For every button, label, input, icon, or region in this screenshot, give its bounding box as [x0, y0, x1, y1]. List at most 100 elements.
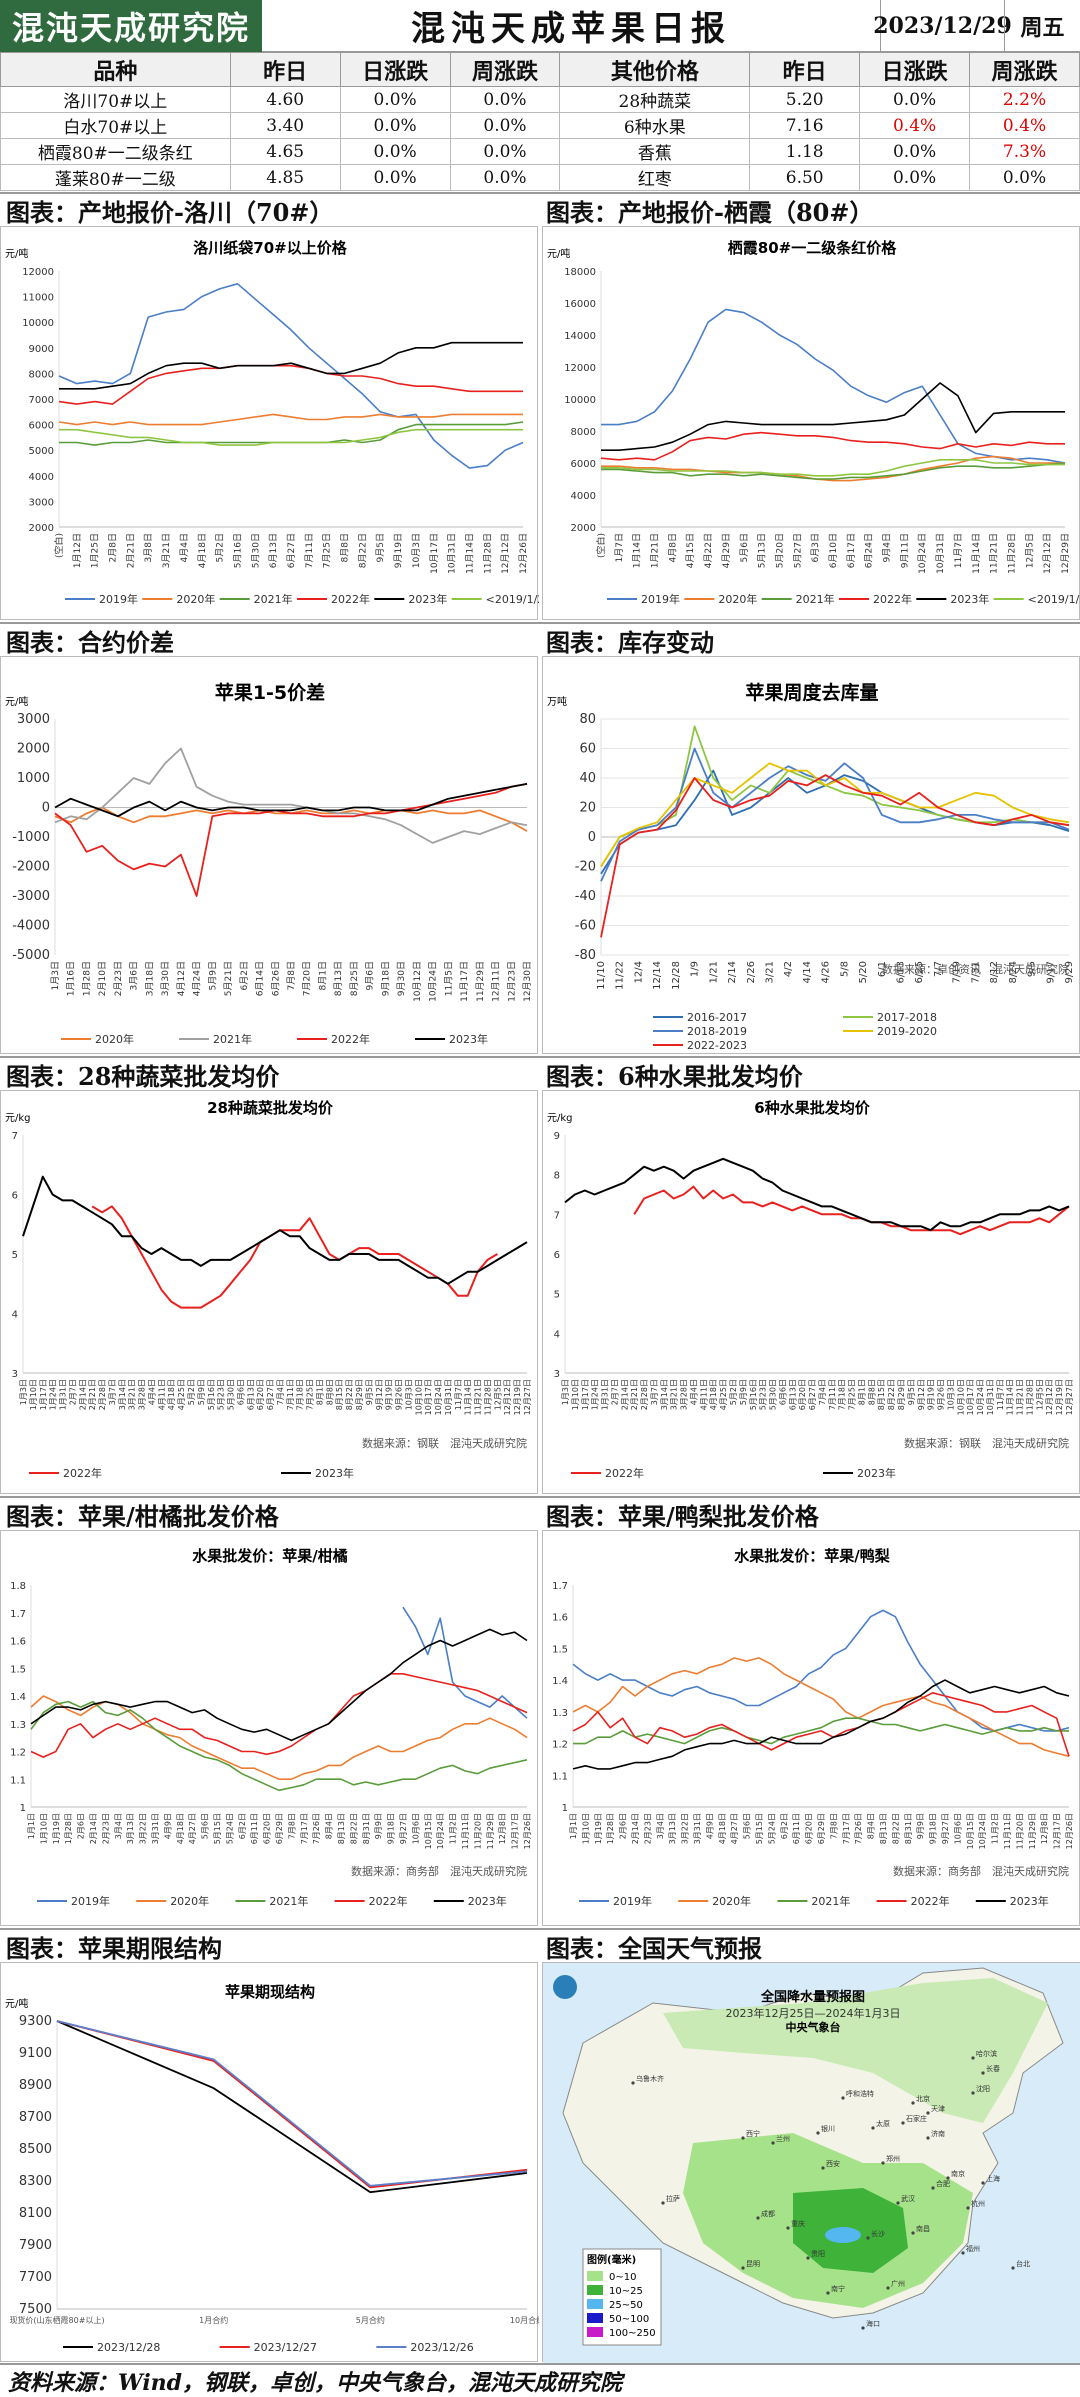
series-line-2021年 [30, 1700, 528, 1792]
x-tick-label: 7月8日 [829, 1813, 838, 1839]
city-dot [821, 2166, 825, 2170]
x-tick-label: 2月23日 [101, 1813, 110, 1844]
table-cell: 0.0% [339, 112, 451, 139]
y-tick-label: 2000 [17, 742, 50, 757]
legend-label: 2022年 [605, 1466, 644, 1480]
legend-label: 2017-2018 [877, 1011, 937, 1024]
section-title-vegetables: 图表：28种蔬菜批发均价 [0, 1056, 540, 1091]
y-tick-label: 2000 [29, 523, 54, 534]
map-rain-heavy [825, 2227, 861, 2243]
x-tick-label: 10月24日 [436, 1813, 445, 1849]
x-tick-label: 1月17日 [581, 1379, 590, 1410]
x-tick-label: 9月18日 [929, 1813, 938, 1844]
y-tick-label: 1 [562, 1803, 568, 1814]
x-tick-label: 5月16日 [232, 533, 243, 568]
table-cell: 2.2% [969, 86, 1080, 113]
y-tick-label: 6000 [29, 421, 54, 432]
legend-label: 2021年 [811, 1894, 850, 1908]
series-line-2022年 [633, 1185, 1070, 1236]
x-tick-label: 7月25日 [322, 533, 333, 568]
x-tick-label: 4月4日 [689, 1379, 698, 1405]
series-line-2022年 [54, 783, 528, 897]
x-tick-label: 5月9日 [197, 1379, 206, 1405]
x-tick-label: 4月9日 [163, 1813, 172, 1839]
x-tick-label: 6/25 [914, 961, 925, 983]
x-tick-label: 4月11日 [157, 1379, 166, 1410]
x-tick-label: 2月6日 [77, 1813, 86, 1839]
y-axis: 7500 7700 7900 8100 8300 8500 8700 8900 9100 9300 [19, 2014, 52, 2317]
x-tick-label: 12月27日 [1065, 1379, 1074, 1415]
chart-panel-qixia: 栖霞80#一二级条红价格 元/吨 2000 4000 6000 8000 10000 1200… [542, 226, 1080, 620]
table-row: 洛川70#以上 4.60 0.0% 0.0% 28种蔬菜 5.20 0.0% 2.2% [0, 86, 1080, 113]
y-tick-label: 7900 [19, 2238, 52, 2253]
x-tick-label: 11月14日 [464, 1379, 473, 1415]
y-axis: 1 1.1 1.2 1.3 1.4 1.5 1.6 1.7 [552, 1581, 568, 1814]
x-tick-label: 3月21日 [161, 533, 172, 568]
y-tick-label: 1.7 [10, 1609, 26, 1620]
city-label: 昆明 [746, 2260, 760, 2268]
x-tick-label: 11月29日 [486, 1813, 495, 1849]
x-tick-label: 9月26日 [937, 1379, 946, 1410]
x-tick-label: 9月19日 [393, 533, 404, 568]
x-tick-label: 10月24日 [428, 961, 439, 1002]
x-tick-label: 8月29日 [897, 1379, 906, 1410]
x-tick-label: 11月11日 [1003, 1813, 1012, 1849]
x-tick-label: 6月10日 [828, 533, 839, 568]
table-row: 栖霞80#一二级条红 4.65 0.0% 0.0% 香蕉 1.18 0.0% 7.3% [0, 138, 1080, 165]
section-title-weather: 图表：全国天气预报 [540, 1928, 1080, 1963]
series-line-2023/12/28 [56, 2020, 528, 2194]
series-line-<2019/1/2 [601, 459, 1065, 477]
city-label: 上海 [986, 2174, 1000, 2183]
x-tick-label: 6月27日 [266, 1379, 275, 1410]
y-tick-label: 8000 [29, 369, 54, 380]
y-tick-label: 1.1 [552, 1771, 568, 1782]
x-tick-label: 1月21日 [650, 533, 661, 568]
x-tick-label: 11/22 [615, 961, 626, 990]
chart-panel-apple-citrus: 水果批发价：苹果/柑橘 1 1.1 1.2 1.3 1.4 1.5 1.6 1.7 1.8 1月1日… [0, 1530, 538, 1926]
legend-label: 2023年 [950, 592, 989, 606]
x-tick-label: 1月19日 [52, 1813, 61, 1844]
x-axis: (空白) 1月7日 1月14日 1月21日 4月8日 4月15日 4月22日 4月29日 5月6… [595, 533, 1071, 574]
x-tick-label: 1/9 [690, 961, 701, 977]
city-label: 天津 [931, 2105, 945, 2113]
series-line-2022年 [30, 1673, 528, 1758]
y-tick-label: 8900 [19, 2078, 52, 2093]
x-tick-label: 7月11日 [286, 1379, 295, 1410]
x-tick-label: 5月24日 [225, 1813, 234, 1844]
x-tick-label: 9月27日 [399, 1813, 408, 1844]
y-tick-label: 9000 [29, 344, 54, 355]
table-cell: 香蕉 [559, 138, 751, 165]
chart-title: 苹果周度去库量 [745, 681, 878, 704]
y-tick-label: 7 [12, 1131, 18, 1142]
table-header-7: 周涨跌 [969, 52, 1080, 87]
table-row: 蓬莱80#一二级 4.85 0.0% 0.0% 红枣 6.50 0.0% 0.0% [0, 164, 1080, 191]
y-tick-label: 1.8 [10, 1581, 26, 1592]
x-axis: 11/10 11/22 12/4 12/14 12/28 1/9 1/21 2/14 2/26 3… [596, 961, 1075, 990]
city-label: 合肥 [936, 2179, 950, 2188]
x-tick-label: 4月12日 [176, 961, 187, 996]
table-header-1: 昨日 [229, 52, 341, 87]
x-tick-label: 10月17日 [429, 533, 440, 574]
chart-legend: 2020年 2021年 2022年 2023年 [61, 1032, 488, 1046]
x-tick-label: 6月17日 [846, 533, 857, 568]
x-tick-label: 8月1日 [317, 961, 328, 990]
series-line-2023/12/26 [56, 2020, 528, 2187]
x-tick-label: 4月4日 [147, 1379, 156, 1405]
x-tick-label: 6月29日 [817, 1813, 826, 1844]
x-tick-label: 12月17日 [511, 1813, 520, 1849]
x-tick-label: 5月9日 [207, 961, 218, 990]
report-header: 混沌天成研究院 混沌天成苹果日报 2023/12/29 周五 [0, 0, 1080, 52]
x-tick-label: 3月14日 [118, 1379, 127, 1410]
table-cell: 蓬莱80#一二级 [0, 164, 231, 191]
x-tick-label: 7月20日 [302, 961, 313, 996]
series-line-2022-2023 [600, 774, 1070, 938]
city-dot [741, 2136, 745, 2140]
city-label: 西宁 [746, 2129, 760, 2138]
x-tick-label: 1月10日 [571, 1379, 580, 1410]
legend-label: 2020年 [95, 1032, 134, 1046]
x-tick-label: 12月27日 [523, 1379, 532, 1415]
series-line-2019年 [572, 1609, 1070, 1732]
x-tick-label: 11月5日 [443, 961, 454, 996]
x-tick-label: 11月28日 [483, 1379, 492, 1415]
series-line-2020年 [601, 455, 1065, 482]
